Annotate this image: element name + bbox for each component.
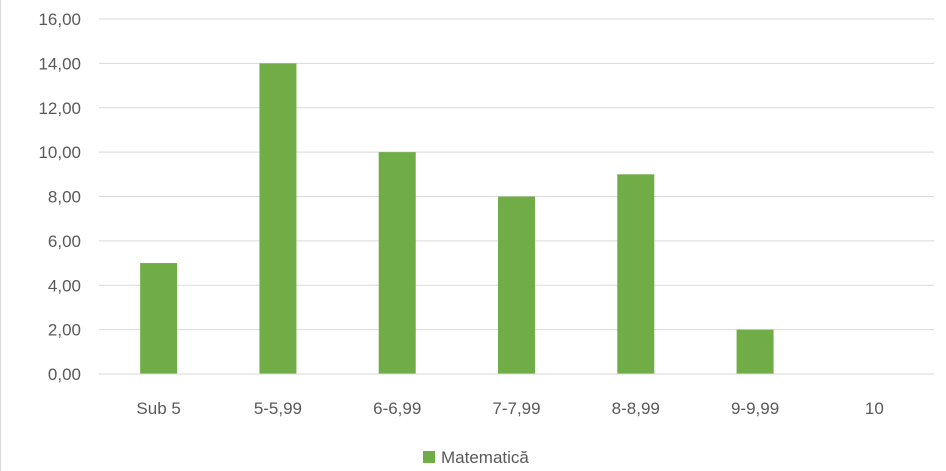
- y-tick-label: 12,00: [38, 99, 81, 118]
- legend: Matematică: [423, 448, 529, 467]
- bar: [378, 152, 416, 374]
- y-tick-label: 16,00: [38, 10, 81, 29]
- x-tick-label: 8-8,99: [612, 399, 660, 418]
- bars: [140, 63, 774, 374]
- x-tick-label: 9-9,99: [731, 399, 779, 418]
- x-tick-label: 7-7,99: [492, 399, 540, 418]
- x-axis-tick-labels: Sub 5 5-5,99 6-6,99 7-7,99 8-8,99 9-9,99 10: [136, 399, 883, 418]
- x-tick-label: Sub 5: [136, 399, 180, 418]
- y-tick-label: 10,00: [38, 143, 81, 162]
- y-tick-label: 8,00: [48, 188, 81, 207]
- y-tick-label: 6,00: [48, 232, 81, 251]
- bar: [259, 63, 297, 374]
- x-tick-label: 6-6,99: [373, 399, 421, 418]
- y-axis-tick-labels: 0,00 2,00 4,00 6,00 8,00 10,00 12,00 14,00 16,00: [38, 10, 81, 384]
- bar: [617, 174, 655, 374]
- y-tick-label: 14,00: [38, 54, 81, 73]
- y-tick-label: 2,00: [48, 321, 81, 340]
- bar: [498, 196, 535, 374]
- y-tick-label: 4,00: [48, 276, 81, 295]
- bar: [736, 329, 774, 374]
- x-tick-label: 10: [865, 399, 884, 418]
- y-tick-label: 0,00: [48, 365, 81, 384]
- x-tick-label: 5-5,99: [254, 399, 302, 418]
- legend-swatch: [423, 451, 435, 463]
- bar: [140, 263, 178, 374]
- legend-label: Matematică: [441, 448, 529, 467]
